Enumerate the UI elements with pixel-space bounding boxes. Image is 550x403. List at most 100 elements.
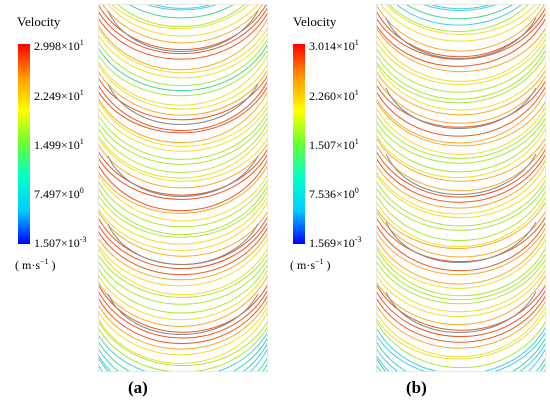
- streamline: [376, 164, 546, 215]
- streamline: [98, 127, 268, 179]
- streamline: [388, 4, 530, 32]
- blade-outline: [107, 223, 259, 265]
- blade-outline: [385, 291, 537, 333]
- streamline: [376, 342, 546, 372]
- streamline: [376, 326, 546, 372]
- blade-outline: [385, 17, 537, 59]
- streamline: [385, 4, 537, 35]
- streamline: [380, 4, 542, 42]
- streamline: [428, 4, 493, 10]
- streamline: [144, 4, 220, 11]
- streamline: [376, 85, 546, 137]
- streamline: [376, 201, 546, 249]
- streamline: [98, 311, 268, 364]
- field-border: [98, 4, 268, 372]
- streamline: [107, 4, 259, 37]
- streamline: [98, 164, 268, 214]
- streamline: [376, 43, 546, 93]
- streamline: [376, 80, 546, 128]
- streamline: [98, 137, 268, 182]
- streamline: [98, 122, 268, 173]
- tick-a-2: 1.499×101: [34, 137, 84, 152]
- streamline: [98, 80, 268, 131]
- blade-outline: [107, 10, 259, 52]
- streamline: [376, 54, 546, 104]
- streamline: [98, 91, 268, 143]
- caption-a: (a): [128, 378, 148, 397]
- streamline: [404, 4, 515, 20]
- streamline: [98, 190, 268, 238]
- streamline: [98, 69, 268, 116]
- streamline: [376, 158, 546, 209]
- streamline: [376, 91, 546, 144]
- streamline: [98, 221, 268, 270]
- streamline: [98, 74, 268, 121]
- streamline: [98, 105, 268, 152]
- streamline: [98, 210, 268, 257]
- streamline: [376, 179, 546, 227]
- streamline: [111, 4, 251, 30]
- streamline: [98, 283, 268, 333]
- tick-a-1: 2.249×101: [34, 88, 84, 103]
- streamline: [98, 269, 268, 321]
- streamline: [98, 232, 268, 281]
- tick-b-1: 2.260×101: [309, 88, 359, 103]
- streamline: [376, 258, 546, 305]
- streamline: [98, 252, 268, 298]
- streamline: [98, 173, 268, 222]
- streamline: [376, 137, 546, 182]
- streamline: [98, 258, 268, 305]
- streamline-field-b: [376, 4, 546, 372]
- streamline: [376, 320, 546, 369]
- streamline: [98, 153, 268, 200]
- streamline: [376, 184, 546, 231]
- streamline: [376, 122, 546, 173]
- streamline: [98, 27, 268, 74]
- streamline: [376, 294, 546, 343]
- streamline: [376, 6, 546, 58]
- streamline: [98, 116, 268, 165]
- streamline: [98, 247, 268, 296]
- streamline: [395, 4, 523, 26]
- streamline: [98, 237, 268, 287]
- streamline: [376, 305, 546, 358]
- streamline: [376, 331, 546, 372]
- streamline: [376, 63, 546, 111]
- streamline: [376, 247, 546, 297]
- streamline: [98, 17, 268, 71]
- streamline: [376, 221, 546, 272]
- streamline: [376, 274, 546, 326]
- streamline: [376, 300, 546, 349]
- streamline: [98, 85, 268, 134]
- blade-outline: [107, 293, 259, 335]
- streamline: [98, 111, 268, 160]
- streamline: [98, 226, 268, 276]
- panel-b: Velocity 3.014×101 2.260×101 1.507×101 7…: [275, 0, 550, 403]
- tick-a-3: 7.497×100: [34, 186, 84, 201]
- streamline: [116, 4, 246, 28]
- streamline: [101, 4, 264, 44]
- streamline: [98, 289, 268, 339]
- streamline: [376, 173, 546, 219]
- caption-b: (b): [406, 378, 427, 397]
- streamline: [98, 43, 268, 92]
- streamline: [98, 184, 268, 236]
- streamline: [98, 336, 268, 372]
- tick-b-0: 3.014×101: [309, 38, 359, 53]
- streamline: [98, 158, 268, 212]
- streamline: [98, 342, 268, 372]
- streamline: [376, 336, 546, 372]
- streamline: [376, 232, 546, 285]
- tick-a-4: 1.507×10-3: [34, 235, 87, 250]
- streamline: [376, 283, 546, 331]
- streamline: [98, 195, 268, 245]
- streamline: [376, 226, 546, 276]
- streamline: [98, 63, 268, 110]
- streamline: [98, 274, 268, 327]
- streamline: [376, 32, 546, 82]
- streamline: [98, 142, 268, 189]
- streamline: [376, 148, 546, 198]
- streamline: [98, 32, 268, 79]
- streamline: [98, 320, 268, 367]
- streamline: [376, 252, 546, 301]
